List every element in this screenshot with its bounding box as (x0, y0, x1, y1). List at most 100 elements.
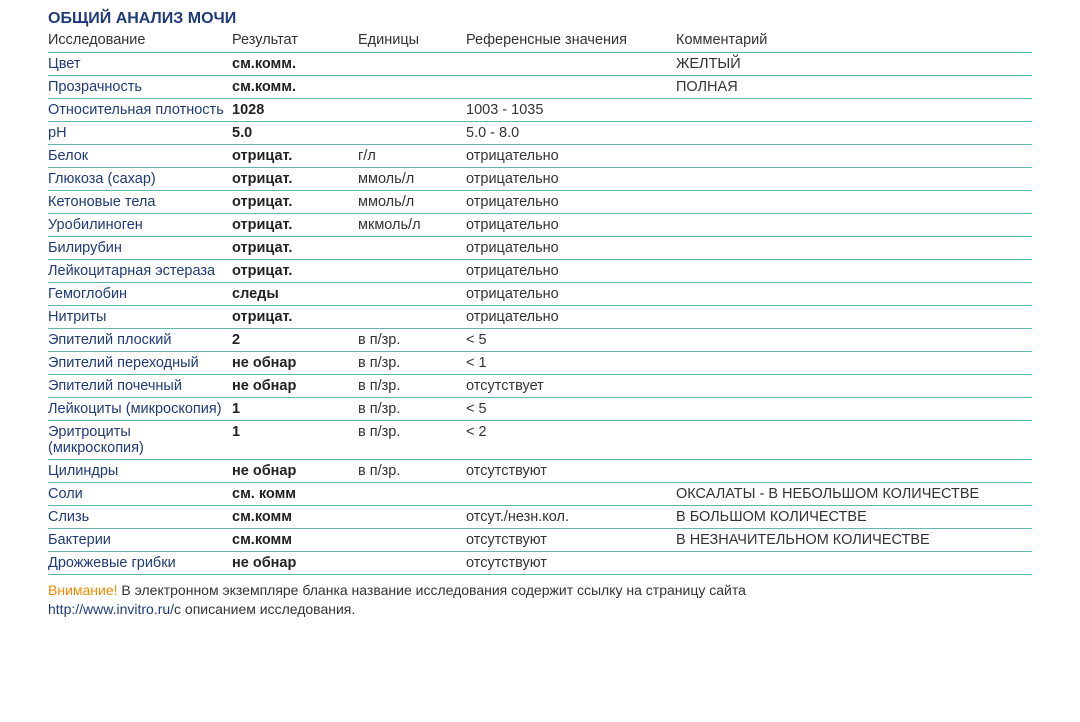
cell-ref: отрицательно (466, 260, 676, 283)
cell-units (358, 529, 466, 552)
cell-units (358, 53, 466, 76)
cell-name: Бактерии (48, 529, 232, 552)
cell-ref: отсутствуют (466, 529, 676, 552)
cell-comment (676, 237, 1032, 260)
table-row: Белокотрицат.г/лотрицательно (48, 145, 1032, 168)
cell-units: в п/зр. (358, 421, 466, 460)
cell-ref: отрицательно (466, 283, 676, 306)
cell-result: отрицат. (232, 168, 358, 191)
cell-ref: 5.0 - 8.0 (466, 122, 676, 145)
table-row: Слизьсм.коммотсут./незн.кол.В БОЛЬШОМ КО… (48, 506, 1032, 529)
cell-ref (466, 76, 676, 99)
cell-units: ммоль/л (358, 168, 466, 191)
cell-result: отрицат. (232, 191, 358, 214)
cell-result: см.комм (232, 529, 358, 552)
cell-units (358, 76, 466, 99)
section-title: ОБЩИЙ АНАЛИЗ МОЧИ (48, 6, 1032, 28)
cell-ref: отрицательно (466, 214, 676, 237)
cell-comment (676, 260, 1032, 283)
footnote-text-2: с описанием исследования. (174, 601, 355, 617)
table-row: Билирубинотрицат. отрицательно (48, 237, 1032, 260)
cell-comment (676, 122, 1032, 145)
cell-ref: 1003 - 1035 (466, 99, 676, 122)
cell-result: отрицат. (232, 214, 358, 237)
cell-result: 1028 (232, 99, 358, 122)
cell-name: Соли (48, 483, 232, 506)
table-row: Прозрачностьсм.комм.ПОЛНАЯ (48, 76, 1032, 99)
cell-units (358, 506, 466, 529)
cell-name: Относительная плотность (48, 99, 232, 122)
cell-name: Дрожжевые грибки (48, 552, 232, 575)
cell-comment: ОКСАЛАТЫ - В НЕБОЛЬШОМ КОЛИЧЕСТВЕ (676, 483, 1032, 506)
cell-name: Уробилиноген (48, 214, 232, 237)
cell-comment: В НЕЗНАЧИТЕЛЬНОМ КОЛИЧЕСТВЕ (676, 529, 1032, 552)
cell-result: отрицат. (232, 237, 358, 260)
cell-comment (676, 552, 1032, 575)
table-row: Цветсм.комм.ЖЕЛТЫЙ (48, 53, 1032, 76)
cell-ref: отрицательно (466, 191, 676, 214)
cell-comment (676, 283, 1032, 306)
cell-units: в п/зр. (358, 352, 466, 375)
table-row: Эпителий плоский2в п/зр.< 5 (48, 329, 1032, 352)
cell-result: не обнар (232, 460, 358, 483)
cell-ref (466, 53, 676, 76)
cell-units: в п/зр. (358, 398, 466, 421)
cell-name: Лейкоцитарная эстераза (48, 260, 232, 283)
cell-units: ммоль/л (358, 191, 466, 214)
cell-name: Белок (48, 145, 232, 168)
cell-name: Эпителий плоский (48, 329, 232, 352)
table-row: Уробилиногенотрицат.мкмоль/лотрицательно (48, 214, 1032, 237)
cell-result: см.комм. (232, 76, 358, 99)
cell-comment (676, 398, 1032, 421)
cell-name: Эпителий почечный (48, 375, 232, 398)
col-header-ref: Референсные значения (466, 28, 676, 53)
cell-result: не обнар (232, 352, 358, 375)
cell-comment (676, 168, 1032, 191)
footnote-text-1: В электронном экземпляре бланка название… (118, 582, 746, 598)
table-row: Эритроциты (микроскопия)1в п/зр.< 2 (48, 421, 1032, 460)
table-row: Лейкоциты (микроскопия)1в п/зр.< 5 (48, 398, 1032, 421)
cell-result: см.комм. (232, 53, 358, 76)
cell-name: Лейкоциты (микроскопия) (48, 398, 232, 421)
cell-result: следы (232, 283, 358, 306)
cell-units (358, 237, 466, 260)
cell-result: не обнар (232, 375, 358, 398)
cell-ref: отсут./незн.кол. (466, 506, 676, 529)
cell-comment (676, 306, 1032, 329)
cell-name: Гемоглобин (48, 283, 232, 306)
cell-units (358, 283, 466, 306)
table-row: Лейкоцитарная эстеразаотрицат.отрицатель… (48, 260, 1032, 283)
cell-units (358, 260, 466, 283)
table-row: Эпителий переходныйне обнарв п/зр.< 1 (48, 352, 1032, 375)
cell-ref: < 5 (466, 398, 676, 421)
cell-comment (676, 191, 1032, 214)
cell-name: Билирубин (48, 237, 232, 260)
cell-ref: отрицательно (466, 237, 676, 260)
table-row: Глюкоза (сахар)отрицат.ммоль/лотрицатель… (48, 168, 1032, 191)
cell-result: не обнар (232, 552, 358, 575)
table-row: Солисм. коммОКСАЛАТЫ - В НЕБОЛЬШОМ КОЛИЧ… (48, 483, 1032, 506)
cell-result: см.комм (232, 506, 358, 529)
cell-result: отрицат. (232, 145, 358, 168)
table-row: Кетоновые телаотрицат.ммоль/лотрицательн… (48, 191, 1032, 214)
cell-name: Слизь (48, 506, 232, 529)
cell-units (358, 483, 466, 506)
cell-comment (676, 352, 1032, 375)
table-row: Бактериисм.комм отсутствуютВ НЕЗНАЧИТЕЛЬН… (48, 529, 1032, 552)
cell-ref: отсутствуют (466, 460, 676, 483)
cell-units (358, 552, 466, 575)
cell-comment (676, 99, 1032, 122)
cell-comment (676, 214, 1032, 237)
cell-units (358, 99, 466, 122)
lab-report: ОБЩИЙ АНАЛИЗ МОЧИ Исследование Результат… (0, 0, 1080, 635)
table-row: Гемоглобинследы отрицательно (48, 283, 1032, 306)
cell-name: Цвет (48, 53, 232, 76)
cell-ref: отрицательно (466, 306, 676, 329)
cell-ref: отсутствует (466, 375, 676, 398)
table-header-row: Исследование Результат Единицы Референсн… (48, 28, 1032, 53)
table-row: Дрожжевые грибкине обнаротсутствуют (48, 552, 1032, 575)
cell-units (358, 122, 466, 145)
cell-result: отрицат. (232, 306, 358, 329)
cell-units (358, 306, 466, 329)
cell-ref: отрицательно (466, 145, 676, 168)
